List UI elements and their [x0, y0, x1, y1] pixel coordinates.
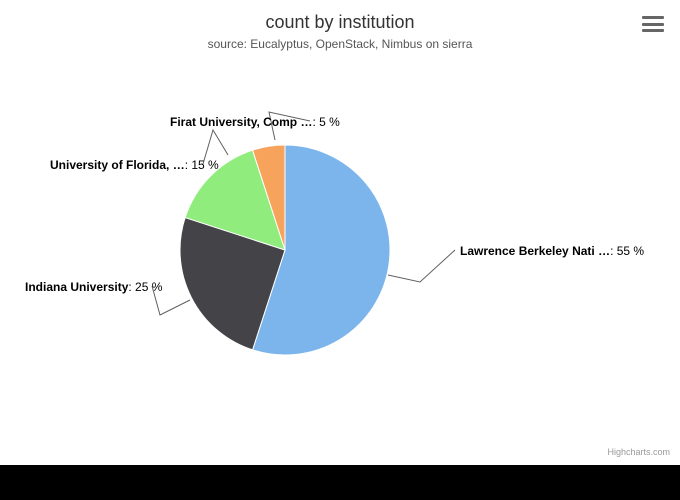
chart-title: count by institution [0, 0, 680, 33]
slice-label: Lawrence Berkeley Nati …: 55 % [460, 244, 644, 258]
hamburger-icon [642, 23, 664, 26]
slice-label: Indiana University: 25 % [25, 280, 162, 294]
slice-label: University of Florida, …: 15 % [50, 158, 219, 172]
hamburger-icon [642, 16, 664, 19]
context-menu-button[interactable] [642, 14, 664, 34]
hamburger-icon [642, 29, 664, 32]
slice-label: Firat University, Comp …: 5 % [170, 115, 340, 129]
chart-container: count by institution source: Eucalyptus,… [0, 0, 680, 465]
pie-chart: Lawrence Berkeley Nati …: 55 % Indiana Un… [0, 60, 680, 440]
chart-subtitle: source: Eucalyptus, OpenStack, Nimbus on… [0, 37, 680, 51]
label-connector [388, 250, 455, 282]
credits-link[interactable]: Highcharts.com [607, 447, 670, 457]
